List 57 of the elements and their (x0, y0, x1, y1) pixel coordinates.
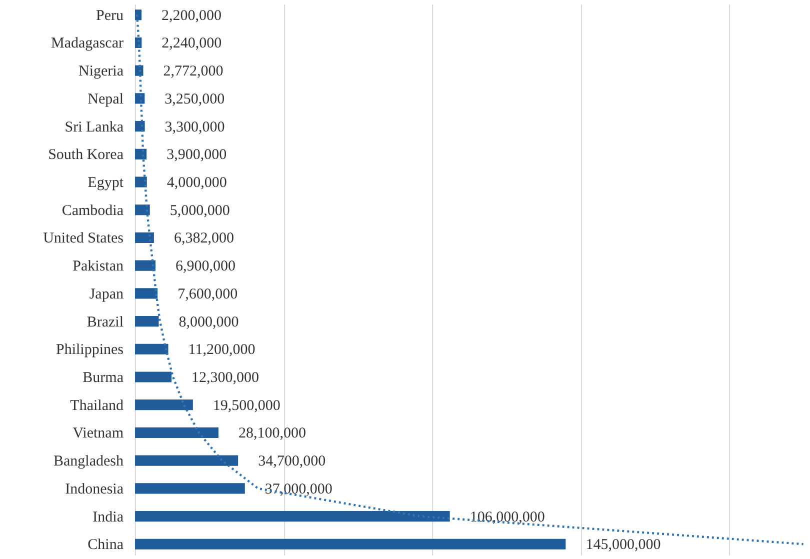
data-label: 19,500,000 (212, 398, 280, 414)
y-tick-label: Bangladesh (54, 454, 124, 470)
bar (135, 538, 566, 550)
y-tick-label: South Korea (48, 147, 124, 164)
data-label: 5,000,000 (170, 202, 230, 219)
bar (135, 148, 147, 160)
y-tick-label: Brazil (86, 314, 124, 330)
data-label: 4,000,000 (166, 175, 227, 192)
bar (135, 260, 156, 271)
y-tick-label: Pakistan (72, 258, 124, 275)
y-tick-label: China (88, 537, 124, 554)
y-tick-label: Nepal (88, 91, 124, 108)
data-label: 34,700,000 (258, 454, 326, 470)
data-label: 28,100,000 (238, 426, 306, 442)
y-tick-label: Burma (82, 370, 124, 386)
y-tick-label: Sri Lanka (64, 119, 124, 136)
bar (135, 316, 159, 327)
y-tick-label: Japan (89, 286, 124, 302)
data-label: 2,240,000 (162, 36, 222, 52)
bar (135, 204, 150, 216)
data-label: 6,900,000 (175, 258, 236, 275)
bar (135, 120, 145, 132)
y-tick-label: India (92, 509, 124, 526)
y-tick-label: Egypt (88, 175, 124, 192)
bar (135, 427, 218, 438)
y-tick-label: Cambodia (62, 202, 124, 219)
bar (135, 372, 172, 382)
data-label: 12,300,000 (192, 370, 260, 386)
y-tick-label: Peru (96, 8, 124, 24)
y-tick-label: Philippines (56, 342, 124, 358)
data-label: 3,250,000 (164, 91, 225, 108)
data-label: 106,000,000 (470, 509, 545, 526)
data-label: 145,000,000 (586, 537, 661, 554)
bar (135, 400, 193, 410)
data-label: 3,300,000 (164, 119, 225, 136)
bar (135, 10, 142, 20)
data-label: 11,200,000 (188, 342, 256, 358)
y-tick-label: Indonesia (65, 481, 124, 498)
data-label: 6,382,000 (174, 230, 234, 247)
bar (135, 483, 245, 494)
y-tick-label: United States (43, 230, 124, 247)
bar (135, 455, 238, 466)
data-label: 8,000,000 (178, 314, 239, 330)
bar (135, 288, 158, 299)
bar (135, 344, 168, 354)
data-label: 7,600,000 (178, 286, 238, 302)
bar (135, 176, 147, 188)
bar (135, 232, 154, 244)
y-tick-label: Nigeria (78, 64, 124, 80)
y-tick-label: Vietnam (72, 426, 124, 442)
data-label: 3,900,000 (166, 147, 227, 164)
y-tick-label: Madagascar (51, 36, 124, 52)
data-label: 2,200,000 (162, 8, 222, 24)
data-label: 37,000,000 (264, 481, 332, 498)
bar (135, 510, 450, 522)
y-tick-label: Thailand (70, 398, 124, 414)
data-label: 2,772,000 (163, 64, 224, 80)
